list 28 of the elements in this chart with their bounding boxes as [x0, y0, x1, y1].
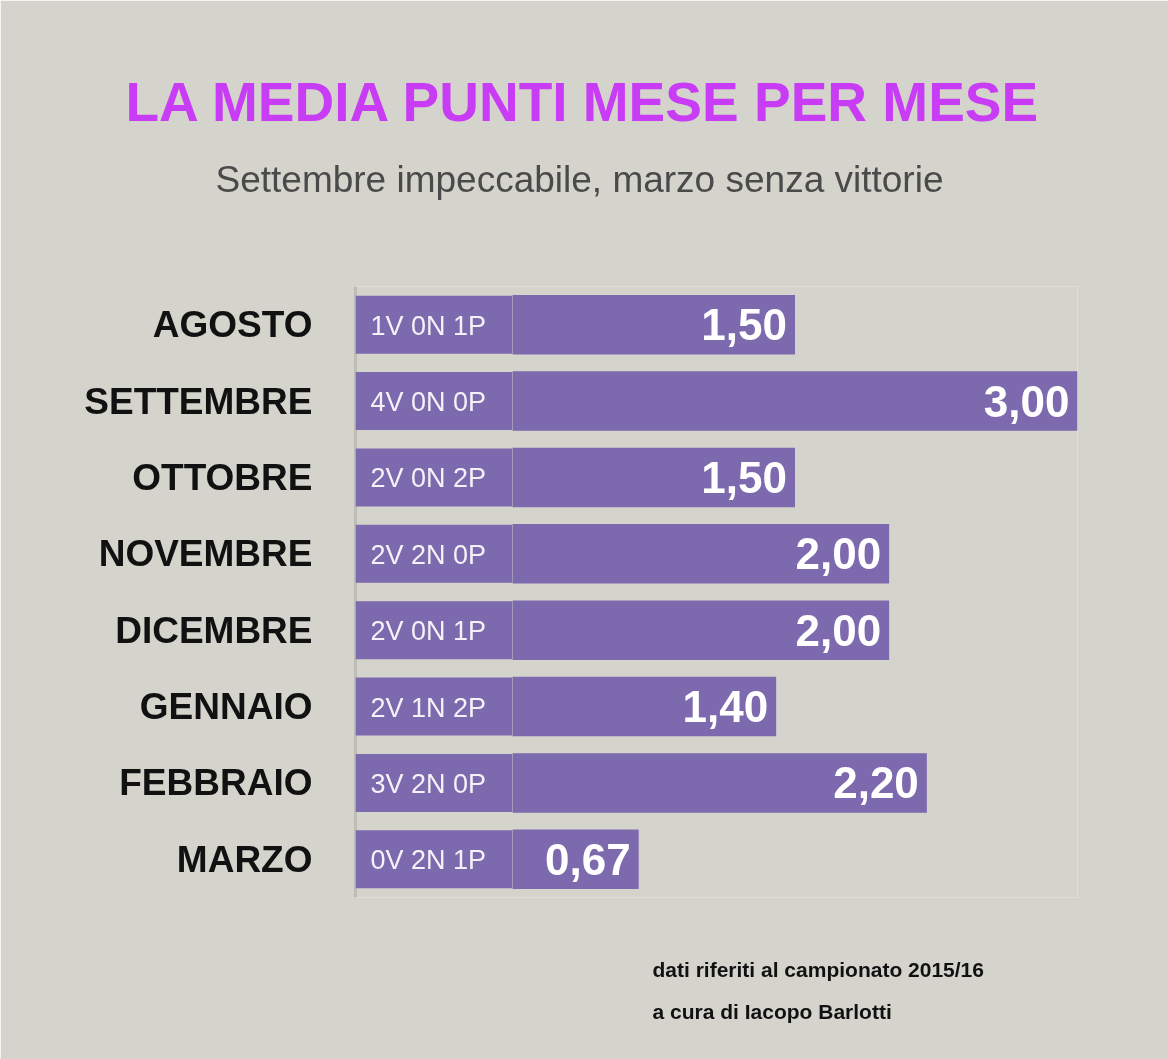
- data-label: 2,00: [795, 529, 882, 579]
- data-label: 1,50: [701, 300, 787, 350]
- y-tick-label: FEBBRAIO: [119, 762, 313, 804]
- y-tick-label: DICEMBRE: [115, 609, 313, 651]
- text: 2V 1N 2P: [370, 692, 487, 723]
- data-label: 1,40: [682, 682, 769, 732]
- text: 1V 0N 1P: [370, 310, 487, 341]
- data-label: 3,00: [983, 376, 1070, 426]
- text: 0V 2N 1P: [370, 845, 487, 876]
- y-tick-label: MARZO: [176, 838, 313, 880]
- data-label: 0,67: [545, 834, 631, 884]
- y-tick-label: SETTEMBRE: [84, 380, 313, 422]
- text: a cura di Iacopo Barlotti: [652, 1000, 892, 1023]
- data-label: 2,20: [833, 758, 919, 808]
- chart-title: LA MEDIA PUNTI MESE PER MESE: [125, 70, 1039, 133]
- y-tick-label: GENNAIO: [139, 686, 313, 728]
- text: dati riferiti al campionato 2015/16: [652, 958, 984, 981]
- y-tick-label: OTTOBRE: [132, 456, 313, 498]
- text: 2V 0N 2P: [370, 463, 487, 494]
- text: 4V 0N 0P: [370, 387, 487, 418]
- chart-subtitle: Settembre impeccabile, marzo senza vittorie: [215, 158, 944, 200]
- y-tick-label: NOVEMBRE: [98, 533, 313, 575]
- text: 2V 0N 1P: [370, 616, 487, 647]
- y-tick-label: AGOSTO: [152, 304, 313, 346]
- text: 2V 2N 0P: [370, 539, 487, 570]
- data-label: 1,50: [701, 452, 787, 502]
- data-label: 2,00: [795, 605, 882, 655]
- text: 3V 2N 0P: [370, 768, 487, 799]
